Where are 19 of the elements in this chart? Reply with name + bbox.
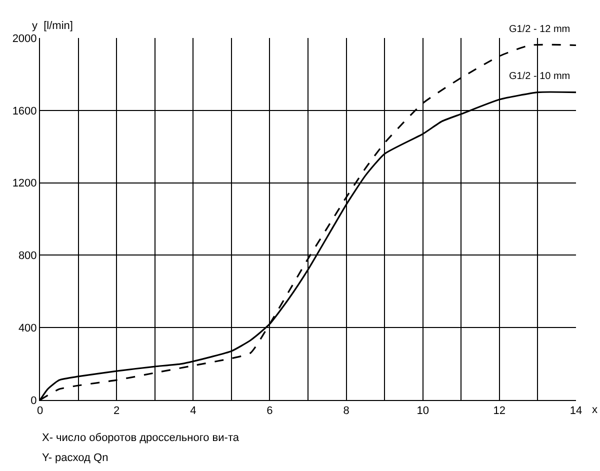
x-tick-label: 14 [570, 405, 582, 418]
x-axis-title: x [592, 404, 598, 416]
y-tick-label: 1200 [12, 178, 37, 190]
text: X- число оборотов дроссельного ви-та [42, 432, 240, 444]
x-tick-label: 4 [190, 405, 196, 418]
x-tick-label: 8 [343, 405, 350, 418]
y-axis-title: y [l/min] [32, 20, 73, 32]
y-tick-label: 2000 [12, 32, 37, 45]
x-tick-label: 2 [114, 405, 120, 418]
x-tick-label: 10 [416, 405, 429, 418]
x-tick-label: 12 [493, 405, 506, 418]
series-label: G1/2 - 10 mm [509, 71, 570, 82]
y-tick-label: 0 [30, 394, 37, 407]
text: Y- расход Qn [42, 452, 108, 464]
x-tick-label: 6 [266, 405, 273, 418]
y-tick-label: 800 [18, 250, 37, 262]
series-label: G1/2 - 12 mm [509, 24, 570, 35]
y-tick-label: 400 [18, 322, 37, 334]
y-tick-label: 1600 [12, 105, 37, 118]
